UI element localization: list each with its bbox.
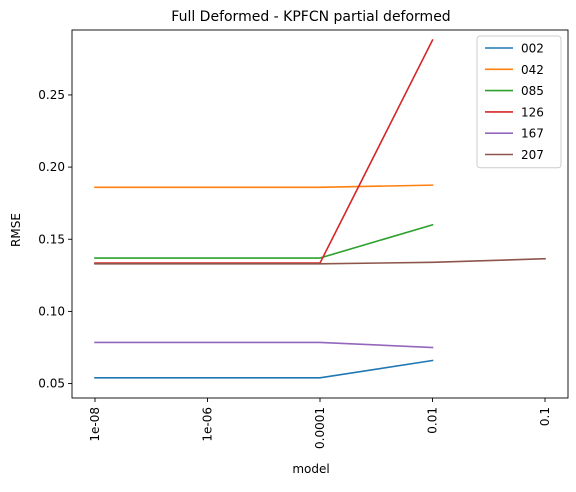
x-tick-label: 1e-08 bbox=[88, 407, 102, 442]
x-tick-label: 1e-06 bbox=[201, 407, 215, 442]
x-axis-label: model bbox=[292, 462, 329, 476]
y-tick-label: 0.25 bbox=[38, 88, 65, 102]
y-tick-label: 0.05 bbox=[38, 377, 65, 391]
x-tick-label: 0.1 bbox=[538, 407, 552, 426]
legend-label-126: 126 bbox=[521, 105, 544, 119]
y-tick-label: 0.15 bbox=[38, 232, 65, 246]
legend-label-085: 085 bbox=[521, 84, 544, 98]
y-tick-label: 0.10 bbox=[38, 304, 65, 318]
chart-title: Full Deformed - KPFCN partial deformed bbox=[171, 9, 450, 25]
legend-label-002: 002 bbox=[521, 42, 544, 56]
legend-label-167: 167 bbox=[521, 127, 544, 141]
y-tick-label: 0.20 bbox=[38, 160, 65, 174]
series-line-042 bbox=[94, 184, 434, 189]
series-line-167 bbox=[94, 341, 434, 349]
legend: 002 042 085 126 167 207 bbox=[476, 35, 562, 169]
legend-label-042: 042 bbox=[521, 63, 544, 77]
series-line-002 bbox=[94, 359, 434, 379]
plot-area: 0.05 0.10 0.15 0.20 0.25 1e-08 1e-06 0.0001 0.01… bbox=[38, 29, 569, 449]
legend-box bbox=[476, 35, 562, 169]
legend-label-207: 207 bbox=[521, 148, 544, 162]
x-tick-label: 0.0001 bbox=[313, 407, 327, 449]
y-axis-label: RMSE bbox=[9, 213, 23, 247]
series-line-126 bbox=[94, 39, 434, 264]
series-line-207 bbox=[94, 257, 546, 265]
series-line-085 bbox=[94, 223, 434, 259]
x-tick-label: 0.01 bbox=[426, 407, 440, 434]
